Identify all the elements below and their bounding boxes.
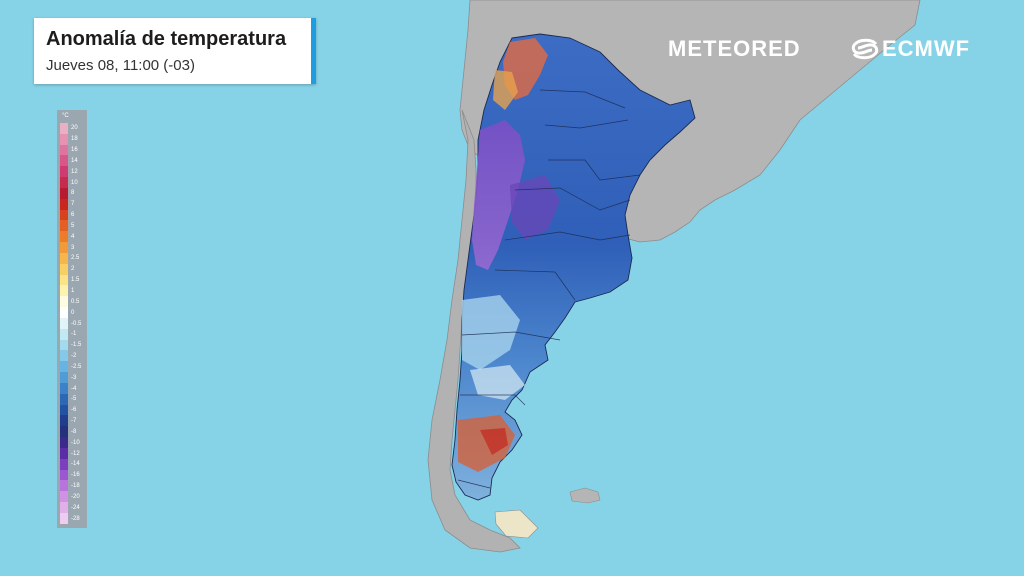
legend-label: 2.5: [71, 255, 80, 262]
legend-label: 1.5: [71, 277, 80, 284]
legend-swatch: [60, 415, 68, 427]
legend-label: 4: [71, 233, 75, 240]
light-patch-patagonia-2: [470, 365, 525, 400]
legend-label: -16: [71, 472, 80, 479]
legend-swatch: [60, 123, 68, 134]
meteored-logo: METEORED: [668, 36, 801, 62]
legend-label: 5: [71, 222, 75, 229]
legend-swatch: [60, 198, 68, 210]
legend-swatch: [60, 155, 68, 167]
ecmwf-logo: ECMWF: [850, 36, 970, 62]
legend-label: -20: [71, 493, 80, 500]
legend-label: -28: [71, 515, 80, 522]
legend-swatch: [60, 187, 68, 199]
legend-label: 1: [71, 287, 75, 294]
legend-label: 8: [71, 190, 75, 197]
legend-label: 0.5: [71, 298, 80, 305]
legend-swatch: [60, 426, 68, 438]
legend-swatch: [60, 242, 68, 253]
legend-swatch: [60, 512, 68, 524]
legend-swatch: [60, 231, 68, 243]
legend-swatch: [60, 177, 68, 188]
warm-patch-south-2: [480, 428, 508, 455]
legend-swatch: [60, 404, 68, 416]
legend-label: 14: [71, 157, 78, 164]
legend-labels: 20 18 16 14 12 10 8 7 6 5 4 3 2.5 2 1.5 1 0.5 0 -0.5 -1 -1.5…: [69, 123, 87, 524]
tierra-del-fuego: [494, 509, 539, 539]
legend-swatch: [60, 372, 68, 383]
legend-label: -18: [71, 483, 80, 490]
legend-label: -2.5: [71, 363, 82, 370]
legend-swatch: [60, 491, 68, 502]
legend-swatch: [60, 447, 68, 459]
legend-swatch: [60, 274, 68, 286]
light-patch-patagonia: [462, 295, 520, 370]
legend-label: 10: [71, 179, 78, 186]
cold-band: [472, 120, 525, 270]
legend-label: -10: [71, 439, 80, 446]
legend-swatch: [60, 501, 68, 513]
legend-label: -7: [71, 418, 77, 425]
legend-swatch: [60, 263, 68, 275]
legend-label: -1.5: [71, 342, 82, 349]
legend-swatch: [60, 480, 68, 492]
ecmwf-wordmark: ECMWF: [882, 36, 971, 61]
legend-label: 18: [71, 136, 78, 143]
legend-swatch: [60, 350, 68, 362]
legend-label: -6: [71, 407, 77, 414]
legend-label: -3: [71, 374, 77, 381]
legend-swatch: [60, 285, 68, 297]
legend-swatch: [60, 252, 68, 264]
falklands-land: [569, 487, 601, 504]
cold-band-center: [510, 175, 560, 240]
legend-swatch: [60, 458, 68, 470]
legend-swatch: [60, 307, 68, 318]
meteored-wordmark: METEORED: [668, 36, 801, 61]
legend-swatch: [60, 317, 68, 329]
legend-label: -0.5: [71, 320, 82, 327]
legend-label: -24: [71, 504, 80, 511]
legend-label: 6: [71, 212, 75, 219]
legend-label: -12: [71, 450, 80, 457]
legend-swatch: [60, 469, 68, 481]
legend-swatch: [60, 328, 68, 340]
legend-label: 2: [71, 266, 75, 273]
legend-label: -8: [71, 428, 77, 435]
legend-unit: °C: [62, 113, 69, 119]
legend-label: 20: [71, 125, 78, 132]
legend-label: -5: [71, 396, 77, 403]
warm-patch-north-2: [493, 70, 518, 110]
province-borders: [457, 89, 641, 489]
title-card: Anomalía de temperatura Jueves 08, 11:00…: [34, 18, 316, 84]
legend-swatch: [60, 220, 68, 232]
legend-swatch: [60, 209, 68, 221]
legend-color-bar: [60, 123, 68, 524]
legend-swatch: [60, 296, 68, 308]
legend-swatch: [60, 144, 68, 156]
legend-swatch: [60, 437, 68, 448]
ecmwf-swirl-icon: [851, 38, 879, 60]
legend: °C 20 18 16 14 12 10 8 7 6 5 4 3 2.5 2 1.5 1 0.5 0 -0.5 -1 -…: [57, 110, 87, 528]
map-subtitle: Jueves 08, 11:00 (-03): [46, 57, 195, 74]
legend-label: -2: [71, 353, 77, 359]
legend-swatch: [60, 133, 68, 145]
legend-label: 12: [71, 168, 78, 175]
legend-label: -4: [71, 385, 77, 392]
legend-label: -14: [71, 461, 80, 468]
map-title: Anomalía de temperatura: [46, 28, 287, 50]
legend-label: 0: [71, 309, 75, 316]
legend-label: 16: [71, 147, 78, 154]
legend-swatch: [60, 339, 68, 351]
legend-swatch: [60, 166, 68, 178]
legend-label: -1: [71, 331, 77, 338]
legend-swatch: [60, 382, 68, 394]
legend-swatch: [60, 361, 68, 373]
legend-label: 3: [71, 244, 75, 251]
legend-label: 7: [71, 201, 75, 208]
legend-swatch: [60, 393, 68, 405]
